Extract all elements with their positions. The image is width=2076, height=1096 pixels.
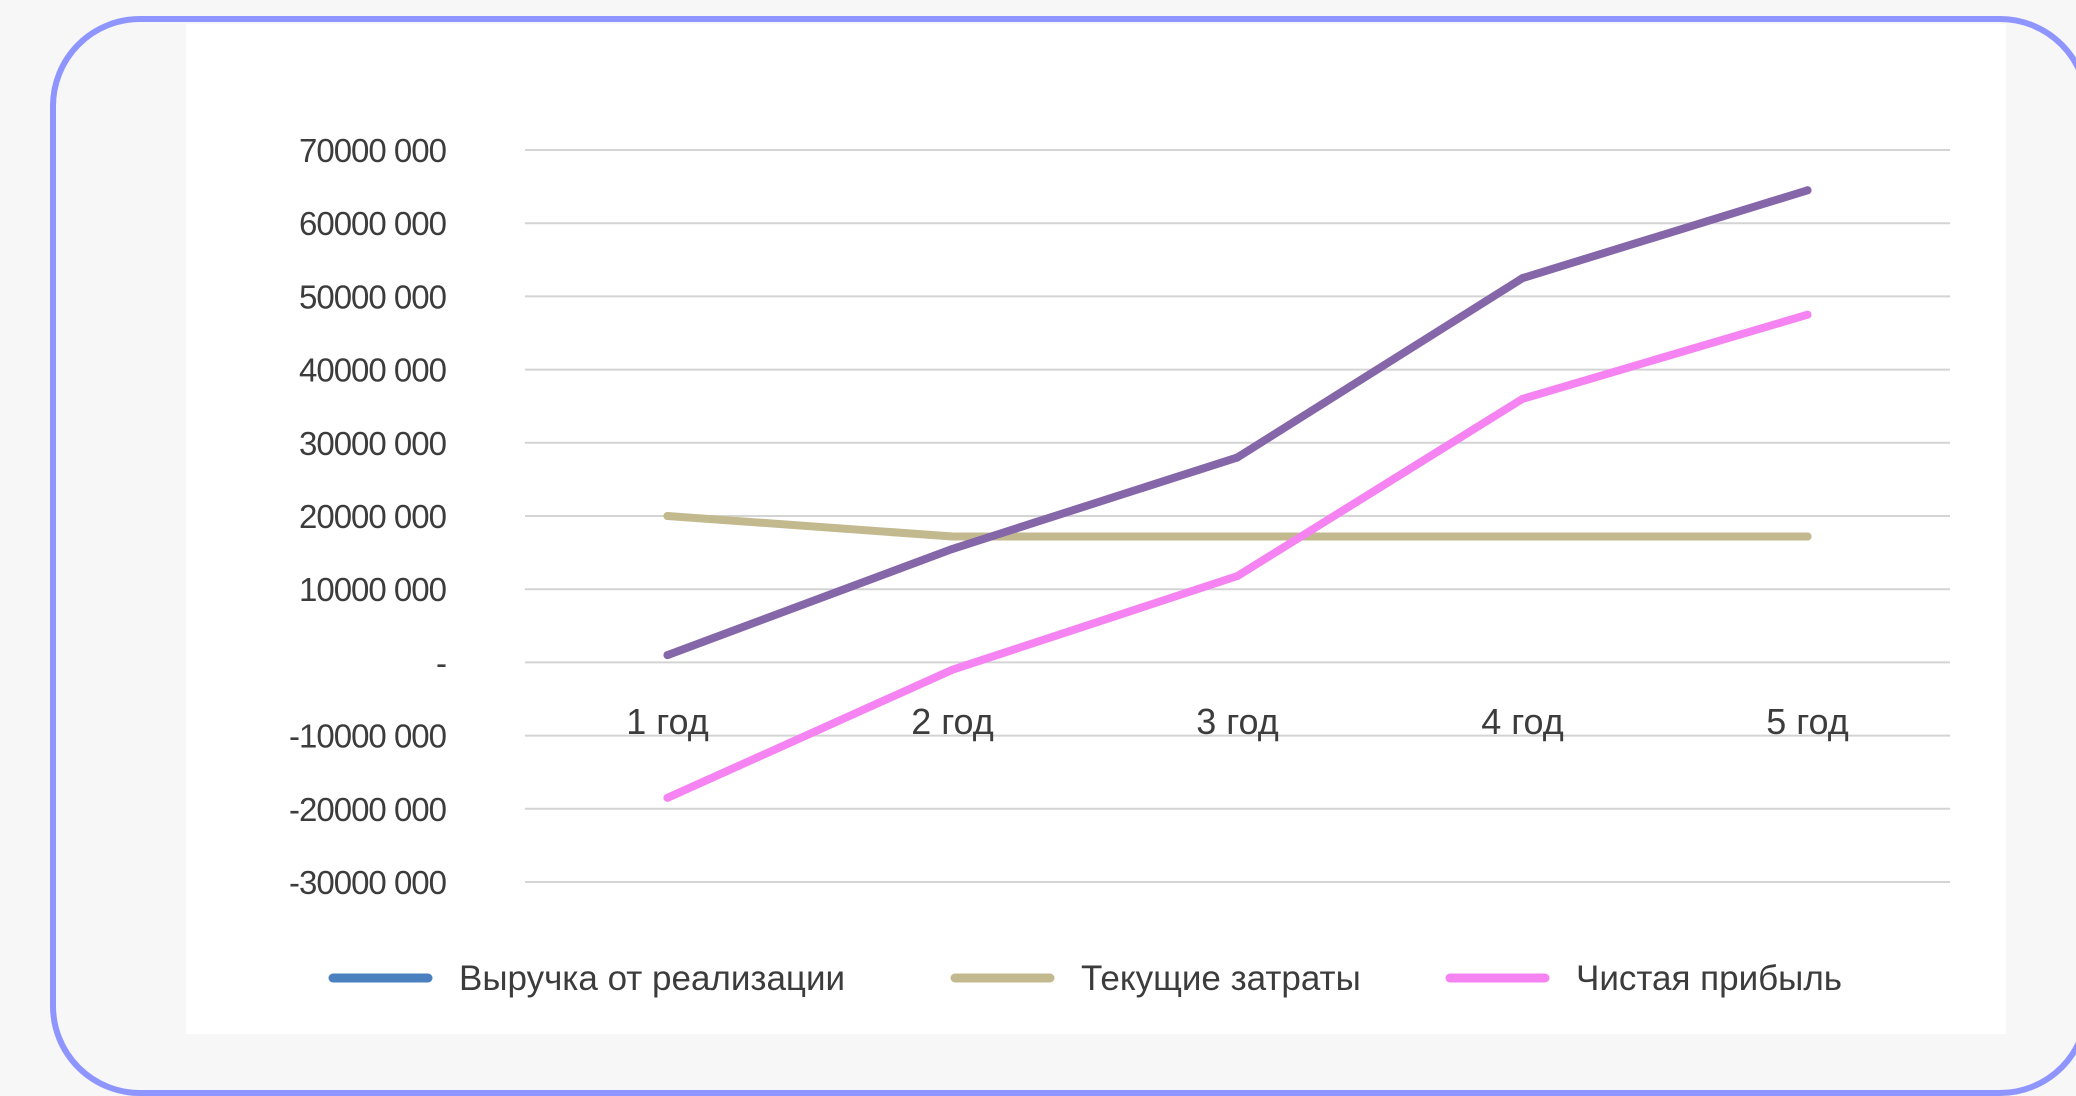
line-chart: 70000 000 60000 000 50000 000 40000 000 3000… [289,132,1950,998]
data-point [1803,310,1812,319]
data-point [1233,572,1242,581]
gridlines [525,149,1950,883]
legend-label: Текущие затраты [1081,959,1361,998]
y-tick-label: 50000 000 [299,278,447,315]
data-point [1803,532,1812,541]
data-point [1233,453,1242,462]
data-point [1233,532,1242,541]
y-tick-label: -30000 000 [289,864,447,901]
data-point [1518,394,1527,403]
x-tick-label: 1 год [626,701,709,742]
data-point [663,512,672,520]
chart-panel [186,24,2006,1034]
y-tick-label: 20000 000 [299,498,447,535]
y-tick-label: 40000 000 [299,352,447,389]
x-axis-ticks: 1 год 2 год 3 год 4 год 5 год [626,701,1849,742]
x-tick-label: 4 год [1481,701,1564,742]
series-line-0 [663,186,1812,660]
data-point [1518,532,1527,541]
y-tick-label: 10000 000 [299,571,447,608]
y-tick-label: -20000 000 [289,791,447,828]
y-tick-label: 60000 000 [299,205,447,242]
y-tick-label: 30000 000 [299,425,447,462]
data-point [948,532,957,541]
data-point [948,665,957,674]
x-tick-label: 2 год [911,701,994,742]
y-tick-label: 70000 000 [299,132,447,169]
data-point [663,793,672,802]
data-point [663,651,672,660]
series-lines [663,186,1812,802]
y-tick-label: -10000 000 [289,718,447,755]
legend-label: Чистая прибыль [1576,959,1842,998]
data-point [1518,274,1527,283]
legend: Выручка от реализации Текущие затраты Чист… [328,959,1842,998]
x-tick-label: 3 год [1196,701,1279,742]
legend-label: Выручка от реализации [459,959,845,998]
y-axis-ticks: 70000 000 60000 000 50000 000 40000 000 3000… [289,132,448,901]
data-point [1803,186,1812,195]
x-tick-label: 5 год [1766,701,1849,742]
y-tick-label: - [436,644,446,681]
data-point [948,544,957,553]
